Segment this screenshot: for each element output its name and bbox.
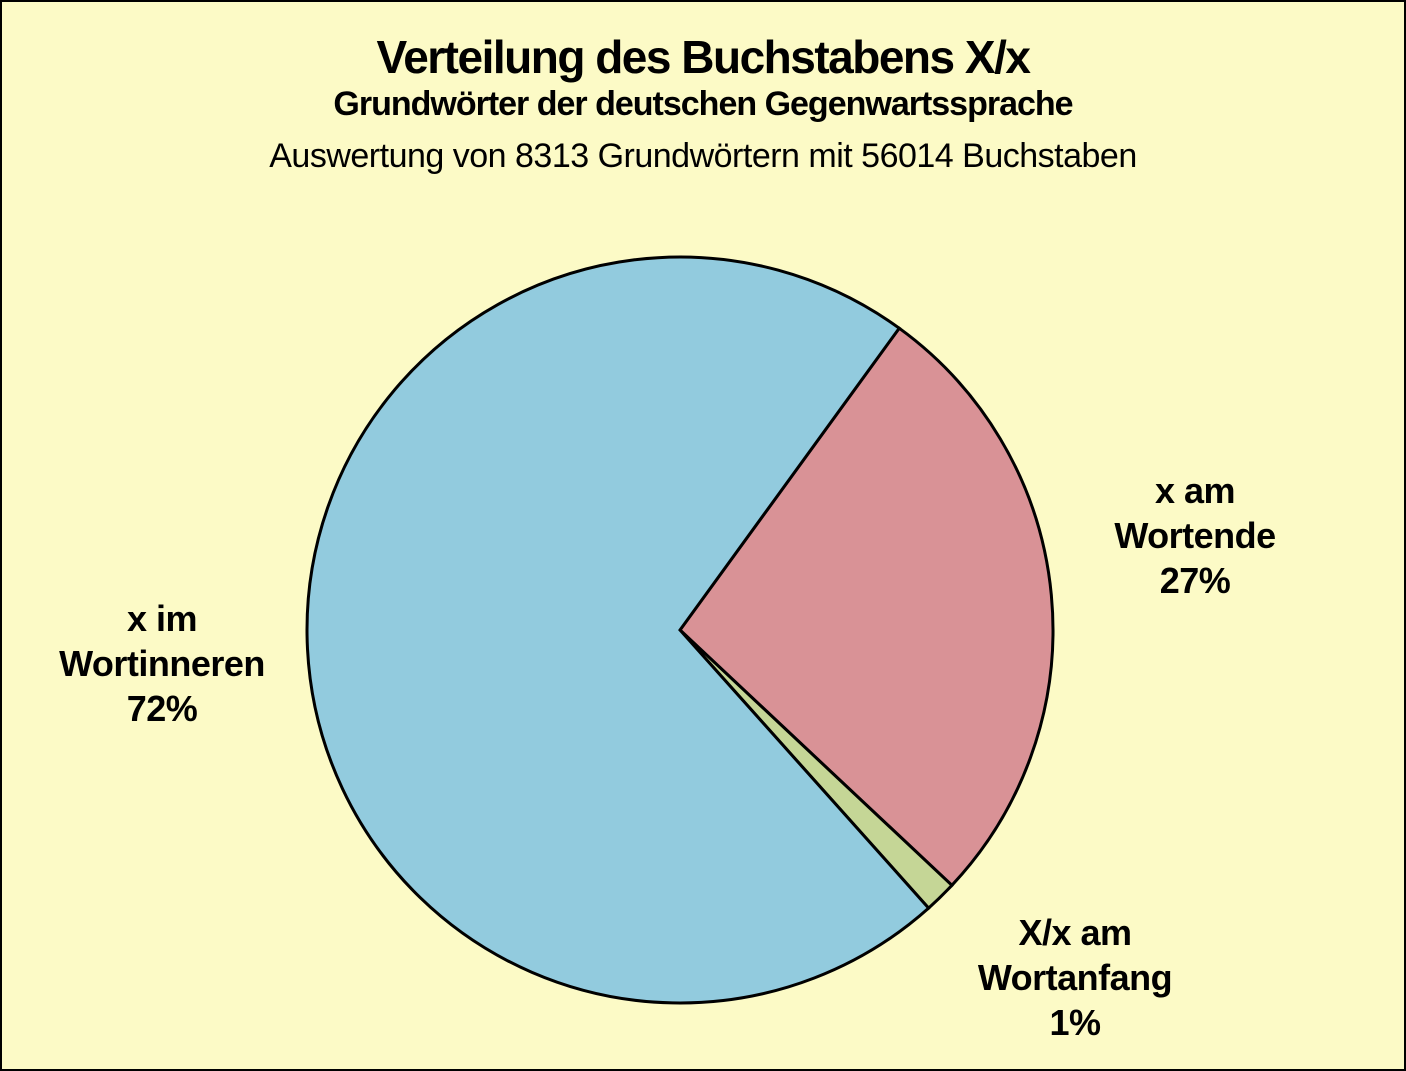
slice-label-wortende: x am Wortende 27% (1114, 470, 1276, 601)
pie-slice-wortende (678, 326, 1055, 888)
chart-caption: Auswertung von 8313 Grundwörtern mit 560… (269, 137, 1137, 175)
chart-title: Verteilung des Buchstabens X/x (376, 31, 1031, 83)
chart-subtitle: Grundwörter der deutschen Gegenwartsspra… (333, 85, 1073, 123)
slice-label-wortanfang: X/x am Wortanfang 1% (977, 912, 1173, 1043)
pie-slice-wortinneren (305, 255, 931, 1005)
slice-label-wortinneren: x im Wortinneren 72% (59, 598, 265, 729)
